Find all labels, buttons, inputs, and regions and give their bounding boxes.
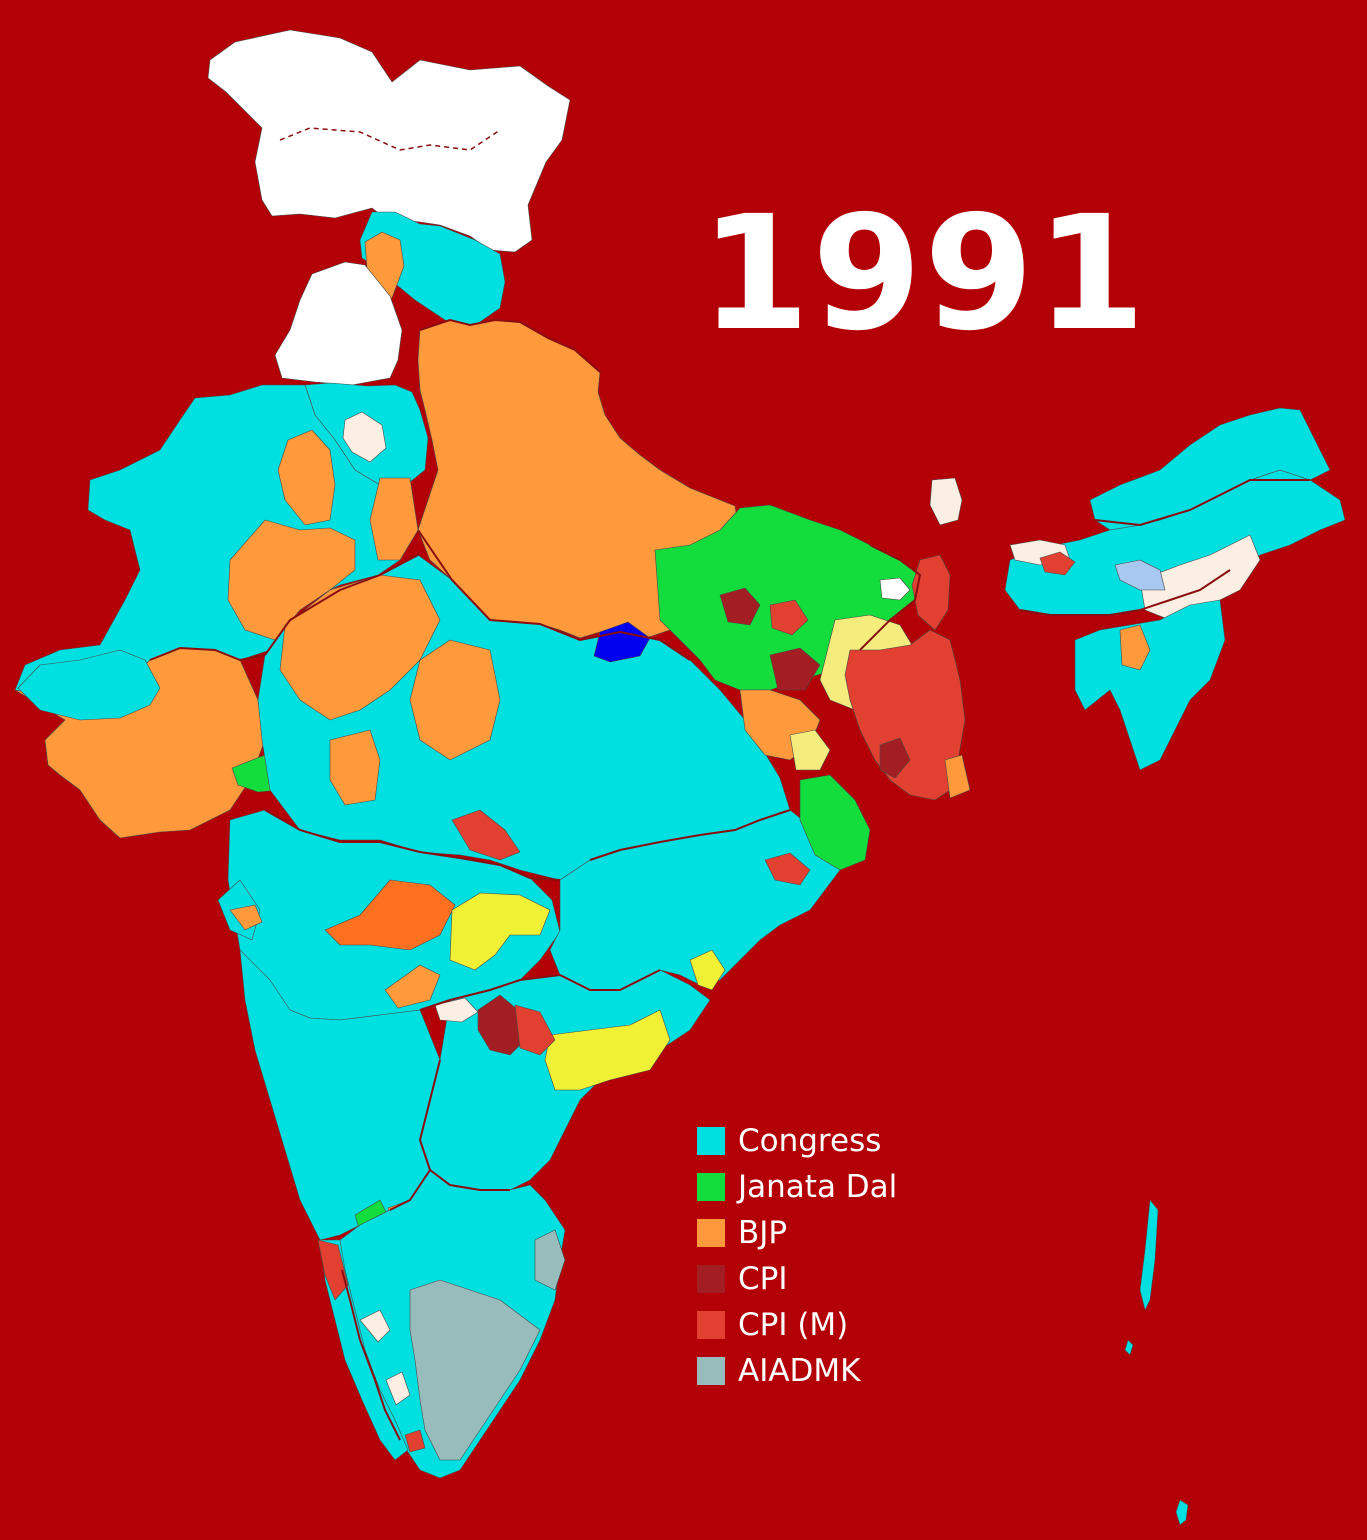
- region-kerala-cpim: [317, 1239, 349, 1301]
- region-odisha-jd: [799, 774, 871, 871]
- region-tamil-nadu-aiadmk: [409, 1279, 541, 1461]
- legend-item-cpi: CPI: [697, 1256, 897, 1302]
- legend-label-bjp: BJP: [738, 1215, 788, 1251]
- border-ne: [1019, 569, 1231, 616]
- legend-label-janata-dal: Janata Dal: [738, 1169, 898, 1205]
- legend-swatch-cpi: [697, 1265, 725, 1293]
- state-borders: [149, 127, 1310, 1441]
- border-up-mp: [417, 529, 691, 661]
- region-kerala-pale: [359, 1309, 391, 1343]
- legend-label-congress: Congress: [738, 1123, 882, 1159]
- region-bihar-cpim: [769, 599, 809, 636]
- region-andhra-cpim: [514, 1004, 556, 1056]
- legend-swatch-janata-dal: [697, 1173, 725, 1201]
- border-raj-mp: [264, 554, 419, 656]
- region-goa-bjp: [229, 904, 263, 931]
- border-maha-ap: [419, 969, 661, 1011]
- region-andhra-tdp-north: [689, 949, 726, 991]
- region-andhra-tdp-coast: [544, 1009, 671, 1091]
- border-karnataka-tn: [389, 1168, 510, 1211]
- border-ap-karnataka: [418, 1059, 441, 1171]
- year-title: 1991: [700, 182, 1148, 366]
- border-tn-kerala: [341, 1269, 401, 1441]
- region-jammu-kashmir: [207, 29, 571, 253]
- region-punjab: [274, 261, 403, 386]
- legend-label-cpi-m: CPI (M): [738, 1307, 849, 1343]
- border-arunachal-assam: [1094, 479, 1310, 527]
- region-maharashtra-tdp: [449, 892, 551, 971]
- region-andhra-cpi: [477, 994, 526, 1056]
- region-jharkhand-jmm-south: [789, 729, 831, 771]
- legend-label-cpi: CPI: [738, 1261, 788, 1297]
- region-mp-bsp: [593, 621, 651, 663]
- legend-swatch-aiadmk: [697, 1357, 725, 1385]
- legend-item-cpi-m: CPI (M): [697, 1302, 897, 1348]
- region-nicobar: [1175, 1499, 1189, 1526]
- border-jk-dashed: [279, 127, 501, 151]
- border-up-north: [419, 318, 601, 373]
- region-maharashtra-shiv-sena: [324, 879, 456, 951]
- region-northeast-white-patch: [879, 577, 911, 601]
- region-ne-cpim: [1039, 551, 1076, 576]
- border-bihar-wb: [859, 544, 922, 651]
- region-haryana-pale: [342, 411, 387, 463]
- region-bihar-cpi: [719, 587, 761, 626]
- region-ne-agp: [1114, 559, 1166, 591]
- region-kerala-south-cpim: [404, 1429, 426, 1453]
- legend-swatch-cpi-m: [697, 1311, 725, 1339]
- region-ne-bjp: [1119, 624, 1151, 671]
- region-ne-pale-mid: [1139, 534, 1261, 621]
- region-andaman-1: [1139, 1199, 1159, 1311]
- region-mp-cpim: [451, 809, 521, 861]
- region-tamil-nadu-aiadmk-north: [534, 1229, 566, 1291]
- region-ne-south: [1074, 599, 1226, 771]
- region-mp-bjp-south: [329, 729, 381, 806]
- region-rajasthan-bjp-central: [227, 519, 356, 641]
- region-kerala-pale-south: [385, 1371, 411, 1406]
- legend-item-janata-dal: Janata Dal: [697, 1164, 897, 1210]
- legend-item-bjp: BJP: [697, 1210, 897, 1256]
- legend-swatch-congress: [697, 1127, 725, 1155]
- region-andaman-2: [1124, 1339, 1134, 1356]
- region-andhra-pale: [434, 997, 479, 1023]
- border-raj-guj: [149, 646, 266, 662]
- region-bihar-cpi-east: [769, 647, 821, 691]
- region-maharashtra-bjp: [384, 964, 441, 1009]
- region-odisha-cpim: [764, 852, 811, 886]
- legend-item-congress: Congress: [697, 1118, 897, 1164]
- constituency-regions: [14, 29, 1346, 1526]
- region-rajasthan-bjp-west: [277, 429, 336, 526]
- legend-label-aiadmk: AIADMK: [738, 1353, 861, 1389]
- legend-item-aiadmk: AIADMK: [697, 1348, 897, 1394]
- region-wb-cpi: [879, 737, 911, 779]
- legend-swatch-bjp: [697, 1219, 725, 1247]
- border-mp-maha: [264, 809, 561, 881]
- region-rajasthan-bjp-east: [369, 477, 419, 561]
- region-wb-north: [911, 554, 951, 631]
- region-wb-bjp: [944, 754, 971, 799]
- border-mp-chhattisgarh: [589, 809, 791, 861]
- region-sikkim: [929, 477, 963, 526]
- region-kutch: [17, 649, 161, 721]
- legend: Congress Janata Dal BJP CPI CPI (M) AIAD…: [697, 1118, 897, 1394]
- region-mp-bjp-central: [409, 639, 501, 761]
